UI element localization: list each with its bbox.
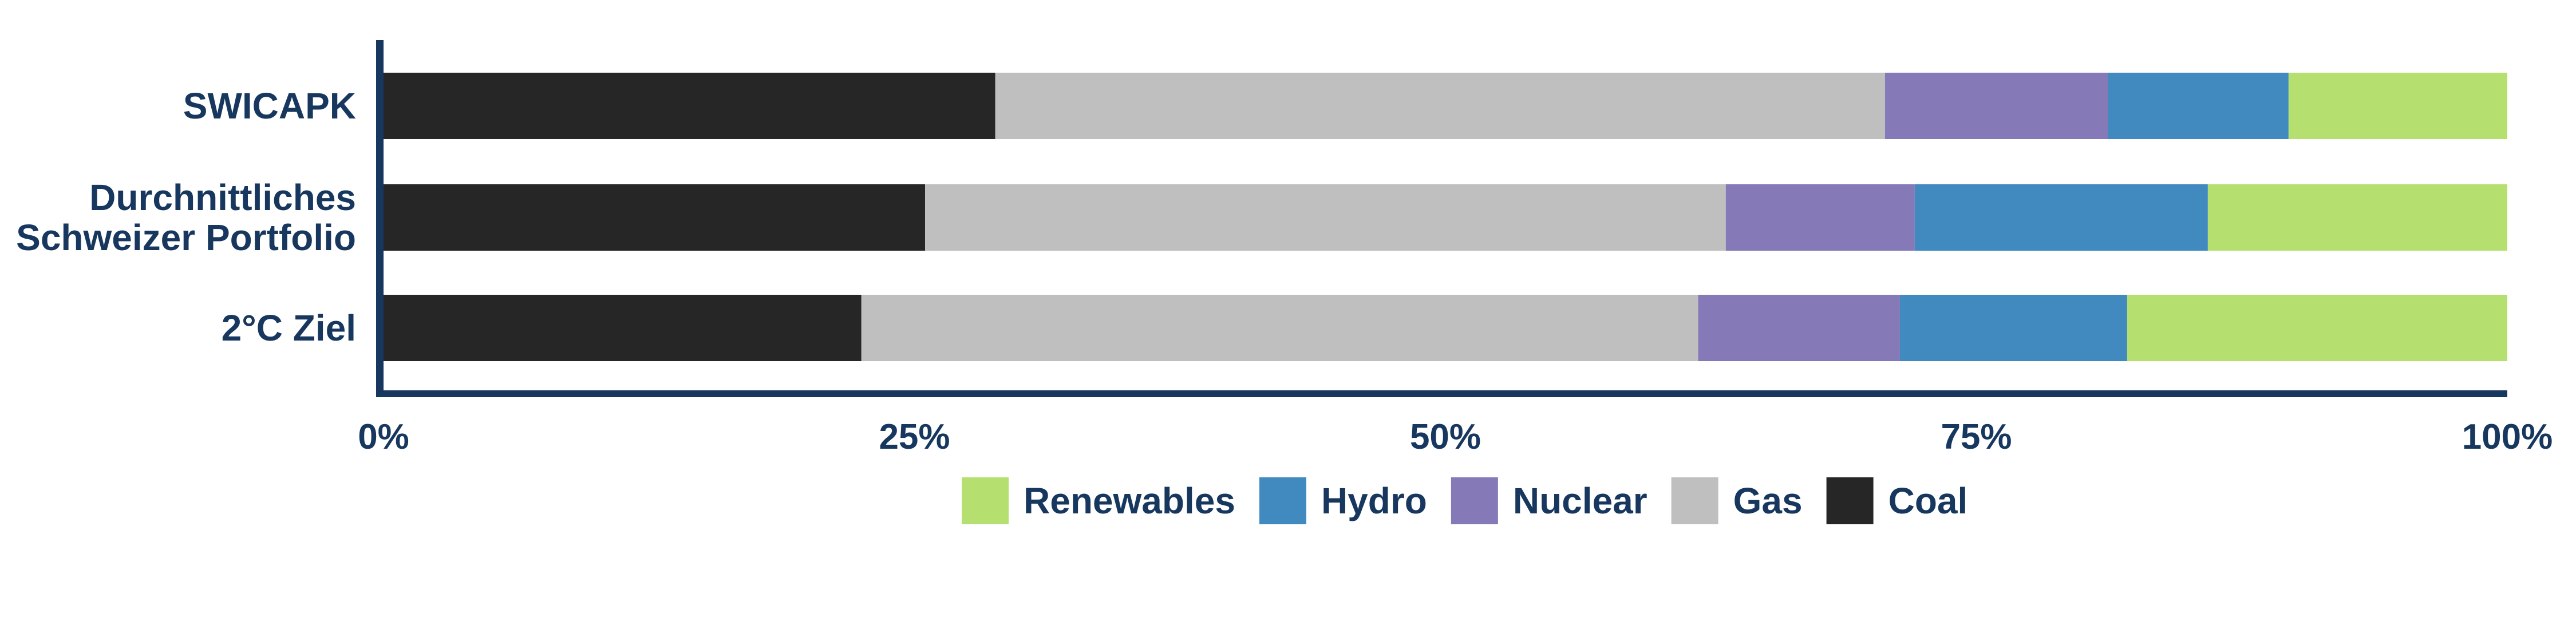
category-label-line: Schweizer Portfolio (16, 217, 356, 258)
bar-coal-durchnittliches-schweizer-portfolio (384, 184, 926, 251)
x-tick-label: 0% (358, 417, 409, 457)
category-label-line: 2°C Ziel (222, 307, 356, 349)
legend-label-gas: Gas (1733, 480, 1803, 521)
bar-renewables-durchnittliches-schweizer-portfolio (2207, 184, 2507, 251)
legend-swatch-gas (1671, 477, 1718, 524)
bar-nuclear-durchnittliches-schweizer-portfolio (1725, 184, 1915, 251)
bar-gas-swicapk (995, 73, 1885, 139)
bar-hydro-durchnittliches-schweizer-portfolio (1914, 184, 2208, 251)
y-axis-line (376, 40, 384, 394)
x-tick-label: 75% (1941, 417, 2012, 457)
bar-gas-2c-ziel (861, 295, 1698, 361)
legend: Renewables Hydro Nuclear Gas Coal (962, 477, 1967, 524)
category-label: 2°C Ziel (222, 307, 356, 349)
bar-hydro-2c-ziel (1899, 295, 2127, 361)
bar-renewables-swicapk (2288, 73, 2507, 139)
x-tick-label: 25% (879, 417, 950, 457)
bar-renewables-2c-ziel (2127, 295, 2507, 361)
axes-layer (376, 40, 2507, 397)
category-label-line: Durchnittliches (89, 177, 356, 218)
category-label-line: SWICAPK (183, 85, 356, 126)
bar-nuclear-swicapk (1884, 73, 2108, 139)
bar-gas-durchnittliches-schweizer-portfolio (925, 184, 1726, 251)
legend-swatch-coal (1826, 477, 1874, 524)
legend-label-renewables: Renewables (1024, 480, 1235, 521)
x-axis-line (376, 390, 2507, 397)
x-tick-label: 100% (2462, 417, 2553, 457)
labels-layer: SWICAPK Durchnittliches Schweizer Portfoli… (16, 85, 2553, 457)
legend-label-hydro: Hydro (1321, 480, 1427, 521)
bar-nuclear-2c-ziel (1698, 295, 1900, 361)
category-label: Durchnittliches Schweizer Portfolio (16, 177, 356, 258)
legend-swatch-renewables (962, 477, 1009, 524)
bar-coal-2c-ziel (384, 295, 862, 361)
category-label: SWICAPK (183, 85, 356, 126)
x-tick-label: 50% (1410, 417, 1481, 457)
bars-layer (384, 73, 2507, 361)
legend-swatch-nuclear (1451, 477, 1498, 524)
legend-swatch-hydro (1259, 477, 1306, 524)
bar-coal-swicapk (384, 73, 995, 139)
bar-hydro-swicapk (2108, 73, 2289, 139)
legend-label-nuclear: Nuclear (1513, 480, 1647, 521)
legend-label-coal: Coal (1888, 480, 1968, 521)
